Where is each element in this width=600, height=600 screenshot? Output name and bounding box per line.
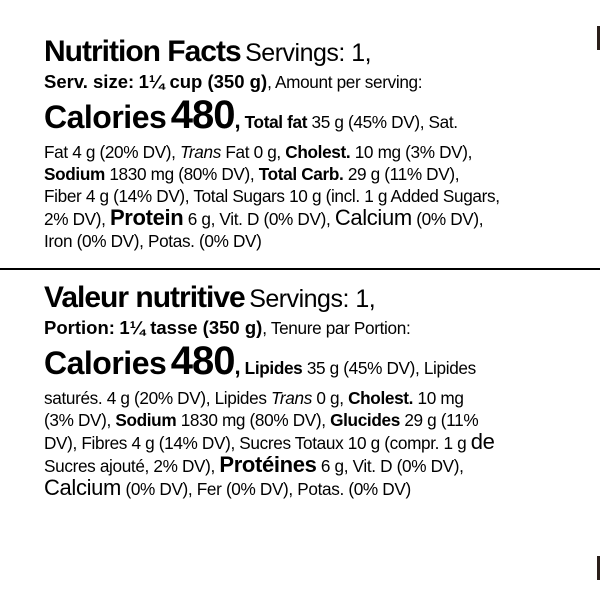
fr-sodium-value: 1830 mg (80% DV), (176, 410, 331, 430)
fr-calories-label: Calories (44, 345, 167, 381)
calories-label: Calories (44, 99, 167, 135)
sodium-label: Sodium (44, 164, 105, 184)
proteines-line: Sucres ajouté, 2% DV), Protéines 6 g, Vi… (44, 454, 564, 477)
nutrition-label: Nutrition Facts Servings: 1, Serv. size:… (0, 36, 600, 500)
fr-sodium-line: (3% DV), Sodium 1830 mg (80% DV), Glucid… (44, 409, 564, 431)
total-carb-label: Total Carb. (258, 164, 344, 184)
fr-servings-text: Servings: 1, (249, 285, 376, 313)
fr-calcium-rest: (0% DV), Fer (0% DV), Potas. (0% DV) (121, 479, 411, 499)
fibres-line: DV), Fibres 4 g (14% DV), Sucres Totaux … (44, 431, 564, 454)
trans-value: Fat 0 g, (220, 142, 286, 162)
sat-fat-value: Fat 4 g (20% DV), (44, 142, 181, 162)
right-edge-strip (597, 26, 600, 50)
french-section: Valeur nutritive Servings: 1, Portion: 1… (44, 282, 564, 500)
calories-value: 480 (170, 93, 236, 137)
lipides-value: 35 g (45% DV), Lipides (302, 358, 476, 378)
fr-calories-comma: , (234, 354, 241, 379)
calcium-value: (0% DV), (411, 209, 484, 229)
cholest-label: Cholest. (285, 142, 351, 162)
fr-calories-line: Calories 480, Lipides 35 g (45% DV), Lip… (44, 339, 564, 387)
fr-cholest-value: 10 mg (413, 388, 464, 408)
sucres-ajoute-text: Sucres ajouté, 2% DV), (44, 456, 220, 476)
total-carb-value: 29 g (11% DV), (343, 164, 460, 184)
portion-value: 1¼ tasse (350 g) (119, 317, 263, 338)
cholest-value: 10 mg (3% DV), (350, 142, 473, 162)
added-sugars-dv: 2% DV), (44, 209, 110, 229)
fr-title-line: Valeur nutritive Servings: 1, (44, 282, 564, 317)
fiber-line: Fiber 4 g (14% DV), Total Sugars 10 g (i… (44, 185, 564, 207)
fr-cholest-label: Cholest. (348, 388, 414, 408)
nutrition-facts-title: Nutrition Facts (44, 35, 242, 68)
portion-line: Portion: 1¼ tasse (350 g), Tenure par Po… (44, 317, 564, 339)
servings-text: Servings: 1, (245, 39, 372, 67)
sodium-line: Sodium 1830 mg (80% DV), Total Carb. 29 … (44, 163, 564, 185)
fr-calories-value: 480 (170, 339, 236, 383)
fr-cholest-dv: (3% DV), (44, 410, 116, 430)
amount-per-serving: , Amount per serving: (267, 72, 423, 92)
serving-size-line: Serv. size: 1¼ cup (350 g), Amount per s… (44, 71, 564, 93)
protein-label: Protein (109, 205, 184, 230)
fr-trans-label: Trans (271, 388, 312, 408)
calories-comma: , (234, 108, 241, 133)
tenure-text: , Tenure par Portion: (262, 318, 411, 338)
fr-trans-value: 0 g, (311, 388, 349, 408)
total-fat-value: 35 g (45% DV), Sat. (307, 112, 459, 132)
serving-size-value: 1¼ cup (350 g) (138, 71, 268, 92)
trans-label: Trans (180, 142, 221, 162)
glucides-value: 29 g (11% (399, 410, 479, 430)
iron-line: Iron (0% DV), Potas. (0% DV) (44, 230, 564, 252)
fat-line: Fat 4 g (20% DV), Trans Fat 0 g, Cholest… (44, 141, 564, 163)
portion-label: Portion: (44, 317, 115, 338)
fiber-sugars-text: Fiber 4 g (14% DV), Total Sugars 10 g (i… (44, 186, 500, 206)
valeur-nutritive-title: Valeur nutritive (44, 281, 246, 314)
iron-potas-text: Iron (0% DV), Potas. (0% DV) (44, 231, 262, 251)
fibres-sucres-text: DV), Fibres 4 g (14% DV), Sucres Totaux … (44, 433, 471, 453)
protein-line: 2% DV), Protein 6 g, Vit. D (0% DV), Cal… (44, 207, 564, 230)
calcium-label: Calcium (334, 205, 412, 230)
fr-sodium-label: Sodium (115, 410, 177, 430)
english-section: Nutrition Facts Servings: 1, Serv. size:… (44, 36, 564, 252)
satures-line: saturés. 4 g (20% DV), Lipides Trans 0 g… (44, 387, 564, 409)
de-word: de (470, 429, 495, 454)
fr-calcium-label: Calcium (44, 475, 122, 500)
serving-size-label: Serv. size: (44, 71, 135, 92)
fr-calcium-line: Calcium (0% DV), Fer (0% DV), Potas. (0%… (44, 477, 564, 500)
proteines-value: 6 g, Vit. D (0% DV), (316, 456, 464, 476)
lipides-label: Lipides (244, 358, 303, 378)
glucides-label: Glucides (330, 410, 400, 430)
calories-line: Calories 480, Total fat 35 g (45% DV), S… (44, 93, 564, 141)
section-divider (0, 268, 600, 270)
protein-value: 6 g, Vit. D (0% DV), (183, 209, 335, 229)
proteines-label: Protéines (219, 452, 317, 477)
total-fat-label: Total fat (244, 112, 308, 132)
sodium-value: 1830 mg (80% DV), (104, 164, 259, 184)
title-line: Nutrition Facts Servings: 1, (44, 36, 564, 71)
satures-value: saturés. 4 g (20% DV), Lipides (44, 388, 272, 408)
right-edge-strip (597, 556, 600, 580)
